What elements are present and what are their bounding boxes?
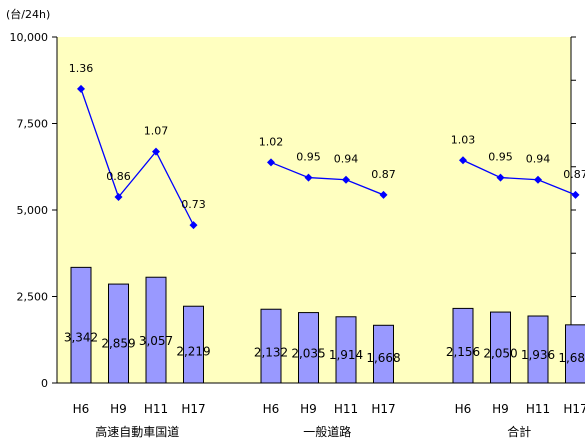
bar-value-label: 2,156 bbox=[446, 345, 480, 359]
bar bbox=[565, 324, 585, 384]
group-label: 一般道路 bbox=[303, 424, 351, 439]
ratio-label: 0.95 bbox=[488, 151, 513, 164]
ratio-marker bbox=[342, 175, 350, 184]
x-tick-label: H9 bbox=[110, 402, 127, 416]
ratio-marker bbox=[534, 175, 542, 184]
y-tick-label: 10,000 bbox=[10, 31, 49, 44]
ratio-label: 1.07 bbox=[144, 125, 169, 138]
ratio-marker bbox=[189, 221, 198, 230]
bar bbox=[70, 266, 92, 384]
bar bbox=[145, 276, 167, 384]
y-axis: 0 2,500 5,000 7,500 10,000 bbox=[10, 31, 58, 390]
y-tick-label: 2,500 bbox=[17, 291, 49, 304]
ratio-marker bbox=[267, 158, 275, 167]
ratio-label: 0.95 bbox=[296, 151, 321, 164]
bar-value-label: 2,859 bbox=[101, 336, 135, 350]
ratio-line bbox=[270, 161, 384, 196]
bar-value-label: 1,914 bbox=[329, 348, 363, 362]
bar-value-label: 2,219 bbox=[176, 344, 210, 358]
x-tick-label: H9 bbox=[300, 402, 317, 416]
ratio-marker bbox=[152, 147, 160, 156]
group-label: 合計 bbox=[507, 424, 531, 439]
x-tick-label: H11 bbox=[526, 402, 550, 416]
ratio-label: 0.87 bbox=[371, 168, 396, 181]
bar-value-label: 1,681 bbox=[558, 351, 585, 365]
x-tick-label: H17 bbox=[371, 402, 395, 416]
ratio-label: 0.86 bbox=[106, 170, 131, 183]
ratio-line bbox=[462, 159, 576, 196]
x-tick-label: H6 bbox=[455, 402, 472, 416]
x-tick-label: H11 bbox=[144, 402, 168, 416]
ratio-label: 0.87 bbox=[563, 168, 585, 181]
y-tick-label: 0 bbox=[41, 377, 48, 390]
bar-value-label: 2,132 bbox=[254, 345, 288, 359]
bar-value-label: 3,342 bbox=[64, 330, 98, 344]
bar-value-label: 1,936 bbox=[521, 348, 555, 362]
ratio-line bbox=[80, 88, 195, 226]
x-tick-label: H9 bbox=[492, 402, 509, 416]
ratio-marker bbox=[459, 156, 467, 165]
x-tick-label: H17 bbox=[563, 402, 585, 416]
ratio-label: 0.73 bbox=[181, 198, 206, 211]
x-tick-label: H17 bbox=[181, 402, 205, 416]
y-tick-label: 7,500 bbox=[17, 118, 49, 131]
bar-value-label: 2,050 bbox=[483, 346, 517, 360]
x-tick-label: H6 bbox=[263, 402, 280, 416]
bar-value-label: 2,035 bbox=[291, 347, 325, 361]
ratio-marker bbox=[304, 173, 313, 182]
x-tick-label: H6 bbox=[73, 402, 90, 416]
ratio-label: 1.02 bbox=[259, 135, 284, 148]
ratio-series: 1.36 0.86 1.07 0.73 1.02 0.95 0.94 0.87 1.03 0.95… bbox=[69, 62, 585, 230]
ratio-marker bbox=[496, 173, 505, 182]
y-axis-unit-label: (台/24h) bbox=[6, 7, 50, 21]
ratio-marker bbox=[77, 84, 85, 93]
ratio-marker bbox=[571, 190, 580, 199]
ratio-marker bbox=[379, 190, 388, 199]
ratio-label: 1.36 bbox=[69, 62, 94, 75]
bar-value-label: 3,057 bbox=[139, 334, 173, 348]
ratio-label: 0.94 bbox=[334, 153, 359, 166]
ratio-label: 0.94 bbox=[526, 153, 551, 166]
bar bbox=[108, 283, 129, 384]
ratio-label: 1.03 bbox=[451, 133, 476, 146]
ratio-marker bbox=[114, 193, 123, 202]
y-tick-label: 5,000 bbox=[17, 204, 49, 217]
group-label: 高速自動車国道 bbox=[95, 424, 179, 439]
x-tick-label: H11 bbox=[334, 402, 358, 416]
bar-value-label: 1,668 bbox=[366, 351, 400, 365]
